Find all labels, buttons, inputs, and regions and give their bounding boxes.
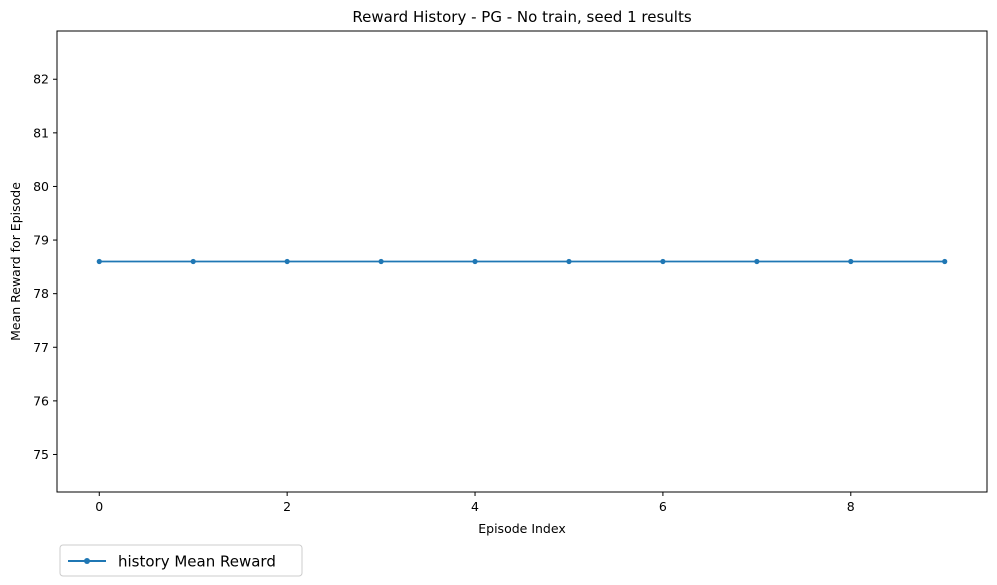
x-tick-label: 8 bbox=[847, 499, 855, 514]
data-point bbox=[284, 258, 290, 265]
x-axis-label: Episode Index bbox=[478, 521, 565, 536]
y-tick-label: 79 bbox=[33, 233, 49, 248]
x-tick-label: 0 bbox=[95, 499, 103, 514]
y-tick-label: 82 bbox=[33, 72, 49, 87]
legend-marker-swatch bbox=[84, 558, 90, 564]
y-tick-label: 77 bbox=[33, 340, 49, 355]
y-tick-label: 75 bbox=[33, 447, 49, 462]
series-group bbox=[96, 258, 948, 265]
data-point bbox=[96, 258, 102, 265]
data-point bbox=[848, 258, 854, 265]
chart-title: Reward History - PG - No train, seed 1 r… bbox=[352, 8, 691, 26]
x-tick-label: 4 bbox=[471, 499, 479, 514]
y-axis-label: Mean Reward for Episode bbox=[8, 182, 23, 341]
data-point bbox=[472, 258, 478, 265]
x-axis: 0 2 4 6 8 bbox=[95, 492, 855, 514]
data-point bbox=[190, 258, 196, 265]
data-point bbox=[942, 258, 948, 265]
legend-label: history Mean Reward bbox=[118, 553, 276, 571]
data-point bbox=[660, 258, 666, 265]
y-tick-label: 80 bbox=[33, 179, 49, 194]
y-tick-label: 76 bbox=[33, 393, 49, 408]
y-tick-label: 81 bbox=[33, 125, 49, 140]
y-tick-label: 78 bbox=[33, 286, 49, 301]
data-point bbox=[566, 258, 572, 265]
data-point bbox=[378, 258, 384, 265]
legend: history Mean Reward bbox=[59, 544, 303, 577]
legend-frame bbox=[59, 544, 303, 577]
y-axis: 75 76 77 78 79 80 81 82 bbox=[33, 72, 57, 462]
x-tick-label: 6 bbox=[659, 499, 667, 514]
x-tick-label: 2 bbox=[283, 499, 291, 514]
data-point bbox=[754, 258, 760, 265]
